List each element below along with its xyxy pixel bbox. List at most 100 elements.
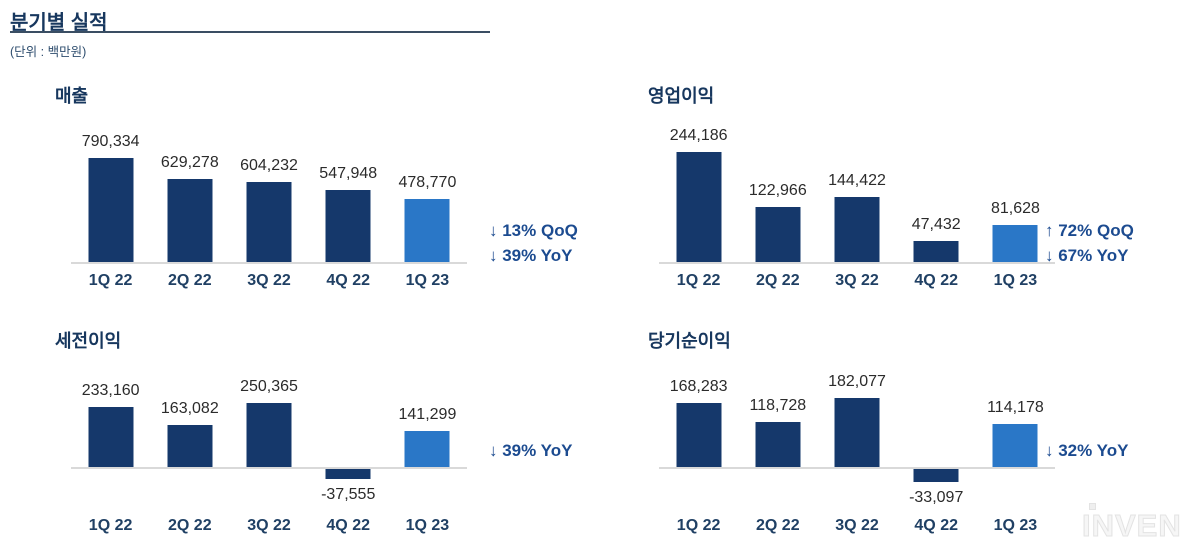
bar	[404, 199, 450, 262]
chart-title: 당기순이익	[648, 331, 731, 351]
x-axis-label: 3Q 22	[835, 272, 879, 289]
x-axis-label: 4Q 22	[326, 517, 370, 534]
bar	[88, 407, 134, 467]
chart-title: 영업이익	[648, 86, 715, 106]
bar-column: 168,283	[659, 349, 738, 467]
change-labels: ↓ 32% YoY	[1045, 438, 1128, 463]
x-axis-label: 2Q 22	[168, 517, 212, 534]
watermark-text: INVEN	[1082, 508, 1182, 544]
chart-revenue: 매출 790,334 629,278 604,232 547,948 478,770 1…	[0, 70, 612, 315]
bar	[913, 241, 959, 262]
bar-value-label: 163,082	[160, 400, 219, 417]
bar-value-label: 144,422	[828, 172, 886, 189]
change-label: ↓ 67% YoY	[1045, 246, 1129, 265]
x-axis: 1Q 22 2Q 22 3Q 22 4Q 22 1Q 23	[71, 272, 467, 290]
chart-operating-profit: 영업이익 244,186 122,966 144,422 47,432 81,628 1…	[588, 70, 1200, 315]
x-axis-label: 3Q 22	[247, 517, 291, 534]
title-underline	[10, 31, 490, 33]
bar-value-label: 478,770	[398, 174, 457, 191]
bar-value-label: 47,432	[911, 216, 961, 233]
bar	[992, 424, 1038, 467]
bar	[676, 403, 722, 467]
x-axis: 1Q 22 2Q 22 3Q 22 4Q 22 1Q 23	[659, 517, 1055, 535]
x-axis-label: 2Q 22	[756, 517, 800, 534]
bar-value-label: 629,278	[160, 154, 219, 171]
bar-plot: 168,283 118,728 182,077 -33,097 114,178	[659, 349, 1055, 506]
x-axis-label: 3Q 22	[835, 517, 879, 534]
bar-plot: 244,186 122,966 144,422 47,432 81,628	[659, 127, 1055, 264]
chart-pretax-profit: 세전이익 233,160 163,082 250,365 -37,555 141,299…	[0, 315, 612, 556]
x-axis-label: 4Q 22	[326, 272, 370, 289]
bar	[88, 158, 134, 262]
change-labels: ↓ 39% YoY	[489, 438, 572, 463]
bar	[246, 182, 292, 262]
bar-value-label: 141,299	[398, 406, 457, 423]
bar-column: -33,097	[897, 349, 976, 506]
bar-value-label: 81,628	[990, 200, 1040, 217]
bar-column: 163,082	[150, 349, 229, 467]
bar-column: 182,077	[817, 349, 896, 467]
x-axis-label: 1Q 23	[993, 517, 1038, 534]
bar	[992, 225, 1038, 262]
chart-title: 매출	[55, 86, 89, 106]
x-axis-label: 1Q 22	[676, 272, 721, 289]
bar	[404, 431, 450, 467]
bar-column: 141,299	[388, 349, 467, 467]
inven-watermark: INVEN	[1082, 503, 1182, 544]
bar	[834, 197, 880, 262]
bar	[834, 398, 880, 467]
bar-column: 114,178	[976, 349, 1055, 467]
x-axis-label: 1Q 23	[405, 272, 450, 289]
bar	[676, 152, 722, 262]
negative-bar	[325, 469, 371, 479]
bar-column: 547,948	[309, 144, 388, 262]
x-axis-label: 2Q 22	[756, 272, 800, 289]
bar-column: 47,432	[897, 144, 976, 262]
bar-column: 81,628	[976, 144, 1055, 262]
bar-column: -37,555	[309, 349, 388, 503]
x-axis-label: 3Q 22	[247, 272, 291, 289]
page-title: 분기별 실적	[10, 12, 108, 34]
chart-title: 세전이익	[55, 331, 122, 351]
bar-value-label: 118,728	[749, 397, 807, 414]
bar-plot: 233,160 163,082 250,365 -37,555 141,299	[71, 349, 467, 503]
negative-bar	[913, 469, 959, 482]
bar-value-label: -33,097	[909, 489, 964, 506]
bar-column: 144,422	[817, 144, 896, 262]
change-label: ↓ 13% QoQ	[489, 221, 578, 240]
bar-column: 478,770	[388, 144, 467, 262]
change-labels: ↑ 72% QoQ ↓ 67% YoY	[1045, 218, 1134, 268]
x-axis-label: 4Q 22	[914, 272, 958, 289]
watermark-dot-icon	[1089, 503, 1096, 510]
bar-column: 629,278	[150, 144, 229, 262]
bar-value-label: 790,334	[81, 133, 140, 150]
change-label: ↑ 72% QoQ	[1045, 221, 1134, 240]
change-labels: ↓ 13% QoQ ↓ 39% YoY	[489, 218, 578, 268]
bar	[755, 422, 801, 467]
unit-label: (단위 : 백만원)	[10, 45, 87, 59]
change-label: ↓ 32% YoY	[1045, 441, 1129, 460]
chart-net-profit: 당기순이익 168,283 118,728 182,077 -33,097 114,17…	[588, 315, 1200, 556]
bar	[755, 207, 801, 262]
bar-value-label: 233,160	[81, 382, 140, 399]
bar-value-label: 250,365	[240, 378, 298, 395]
bar	[167, 425, 213, 467]
bar-column: 118,728	[738, 349, 817, 467]
x-axis: 1Q 22 2Q 22 3Q 22 4Q 22 1Q 23	[71, 517, 467, 535]
bar-value-label: 547,948	[319, 165, 378, 182]
change-label: ↓ 39% YoY	[489, 246, 573, 265]
change-label: ↓ 39% YoY	[489, 441, 573, 460]
x-axis-label: 1Q 23	[405, 517, 450, 534]
bar	[325, 190, 371, 262]
bar-value-label: -37,555	[321, 486, 376, 503]
bar-column: 122,966	[738, 144, 817, 262]
bar-column: 604,232	[229, 144, 308, 262]
bar	[246, 403, 292, 467]
x-axis-label: 1Q 22	[88, 517, 133, 534]
bar-value-label: 122,966	[748, 182, 807, 199]
bar-column: 233,160	[71, 349, 150, 467]
bar-value-label: 168,283	[669, 378, 728, 395]
x-axis: 1Q 22 2Q 22 3Q 22 4Q 22 1Q 23	[659, 272, 1055, 290]
x-axis-label: 4Q 22	[914, 517, 958, 534]
